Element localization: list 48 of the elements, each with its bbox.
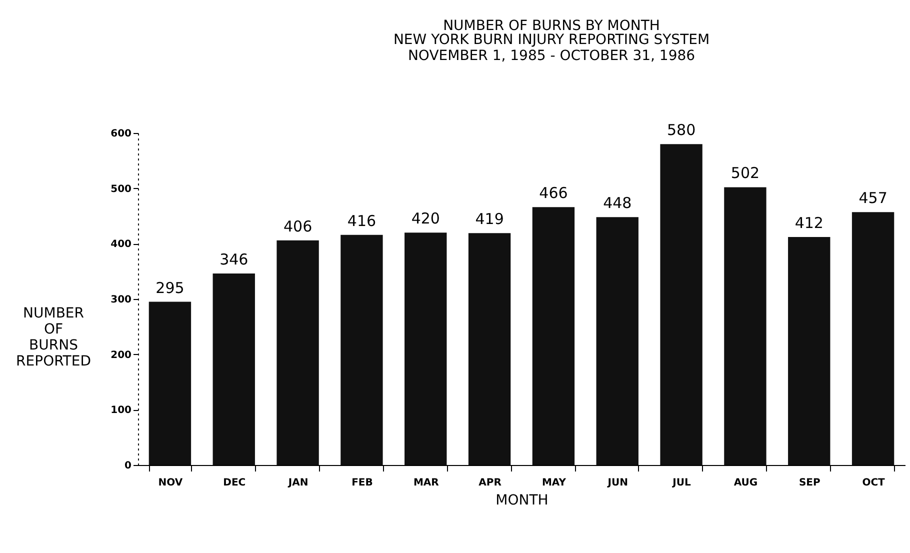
x-tick-label: FEB [352, 478, 373, 488]
data-label: 457 [858, 189, 888, 208]
bar [596, 217, 638, 465]
data-label: 295 [156, 278, 184, 297]
x-tick-label: JUL [672, 478, 692, 488]
data-label: 580 [666, 121, 696, 140]
y-tick-label: 400 [110, 239, 132, 250]
y-tick-label: 100 [110, 405, 132, 416]
bar [212, 274, 255, 465]
data-label: 502 [730, 164, 760, 182]
data-label: 466 [539, 184, 568, 202]
data-label: 416 [347, 212, 376, 230]
x-tick-label: APR [478, 478, 502, 488]
data-label: 420 [411, 210, 440, 228]
data-label: 406 [283, 217, 312, 236]
x-tick-label: JUN [606, 478, 628, 488]
x-tick-label: AUG [734, 478, 758, 488]
x-tick-label: MAY [542, 478, 567, 488]
x-tick-label: MAR [413, 478, 440, 488]
data-label: 346 [220, 250, 248, 269]
x-tick-label: JAN [287, 478, 308, 488]
y-tick-label: 500 [110, 184, 132, 195]
text: NEW YORK BURN INJURY REPORTING SYSTEM [393, 32, 710, 48]
y-tick-label: 600 [110, 128, 132, 140]
bar [788, 237, 830, 465]
y-tick-label: 200 [110, 350, 132, 361]
x-tick-label: OCT [862, 478, 886, 488]
data-label: 412 [794, 214, 824, 232]
x-axis-title: MONTH [496, 492, 548, 508]
bar [340, 234, 383, 465]
text: NOVEMBER 1, 1985 - OCTOBER 31, 1986 [408, 48, 696, 64]
bar [724, 187, 766, 465]
x-tick-label: DEC [223, 478, 246, 488]
bar [532, 207, 575, 465]
data-label: 448 [603, 194, 632, 212]
x-tick-label: SEP [798, 478, 820, 488]
y-tick-label: 300 [110, 294, 132, 306]
bar [660, 144, 702, 465]
y-axis-title: NUMBER OF BURNS REPORTED [16, 306, 91, 370]
y-tick-label: 0 [124, 460, 132, 472]
bar [276, 240, 319, 465]
x-tick-label: NOV [158, 478, 183, 488]
bar [148, 302, 192, 465]
bar [468, 233, 511, 465]
chart-title: NUMBER OF BURNS BY MONTH [443, 18, 660, 34]
bar [404, 232, 447, 465]
data-label: 419 [475, 210, 504, 228]
bar [852, 212, 894, 465]
